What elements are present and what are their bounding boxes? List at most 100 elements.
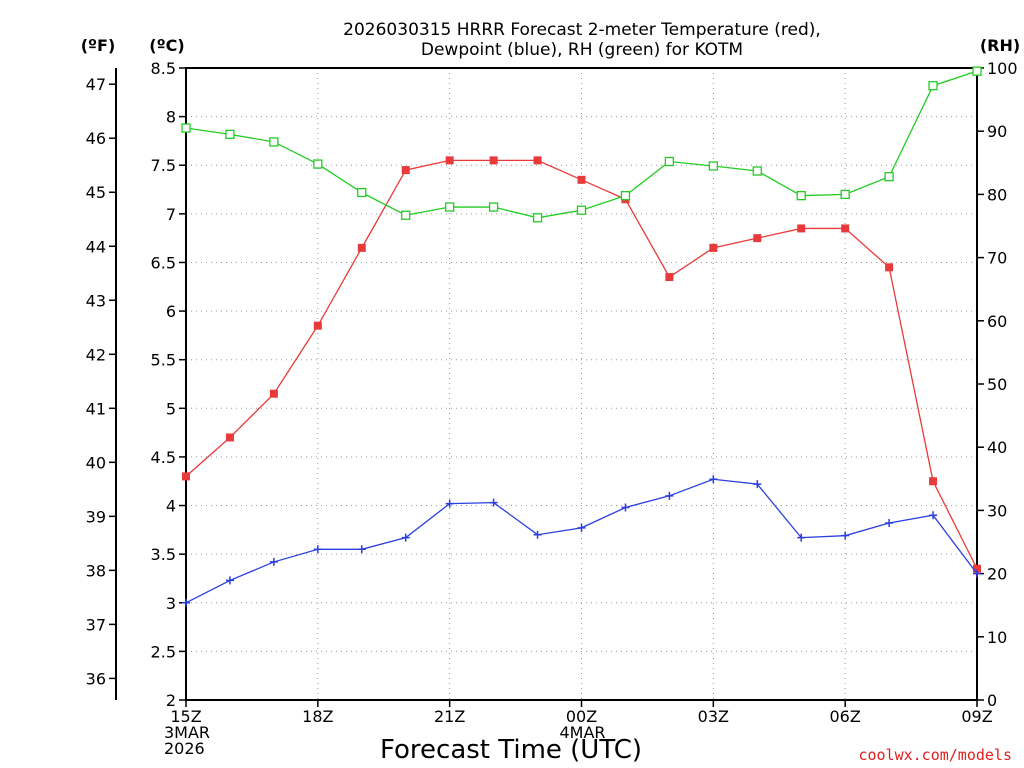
rh-tick-label: 90 [987, 122, 1007, 141]
fahrenheit-tick-label: 45 [86, 183, 106, 202]
series-layer [181, 66, 982, 607]
rh-point [840, 189, 850, 200]
celsius-tick-label: 3 [166, 594, 176, 613]
x-tick-label: 00Z [566, 707, 597, 726]
rh-point [796, 191, 806, 201]
x-tick-label: 03Z [698, 707, 729, 726]
dewpoint-series-line [185, 478, 978, 604]
temperature-series-line [185, 159, 978, 570]
fahrenheit-tick-label: 40 [86, 453, 106, 472]
temperature-point [357, 243, 366, 252]
rh-point [445, 202, 455, 212]
rh-point [752, 166, 762, 176]
celsius-tick-label: 6.5 [151, 253, 176, 272]
rh-point [884, 172, 894, 182]
temperature-point [313, 321, 322, 330]
axes: 2 2.5 3 3.5 4 4.5 5 5.5 6 6.5 7 7.5 8 8.5 36 37 38 39 40 41… [86, 59, 1018, 758]
rh-tick-label: 100 [987, 59, 1018, 78]
celsius-tick-label: 7.5 [151, 156, 176, 175]
fahrenheit-tick-label: 47 [86, 75, 106, 94]
temperature-point [577, 175, 586, 184]
rh-point [225, 129, 235, 140]
dewpoint-point [533, 530, 542, 539]
x-tick-label: 06Z [830, 707, 861, 726]
temperature-point [841, 224, 850, 233]
fahrenheit-tick-label: 37 [86, 615, 106, 634]
fahrenheit-tick-label: 39 [86, 507, 106, 526]
x-tick-date-label: 3MAR [164, 723, 210, 742]
dewpoint-point [973, 569, 981, 578]
x-tick-label: 15Z [170, 707, 201, 726]
dewpoint-point [182, 598, 190, 607]
x-tick-label: 09Z [961, 707, 992, 726]
grid-lines [186, 68, 977, 700]
temperature-point [973, 564, 981, 573]
credit-text: coolwx.com/models [858, 746, 1012, 764]
dewpoint-point [621, 503, 630, 512]
celsius-tick-label: 4.5 [151, 448, 176, 467]
temperature-point [489, 156, 498, 165]
dewpoint-point [885, 519, 894, 528]
rh-tick-label: 30 [987, 501, 1007, 520]
celsius-tick-label: 6 [166, 302, 176, 321]
dewpoint-point [401, 533, 410, 542]
rh-tick-label: 50 [987, 375, 1007, 394]
temperature-point [929, 477, 938, 486]
rh-point [576, 205, 587, 215]
temperature-point [885, 263, 894, 272]
temperature-point [401, 166, 410, 175]
rh-point [181, 123, 191, 133]
dewpoint-point [753, 480, 762, 489]
chart-title-line1: 2026030315 HRRR Forecast 2-meter Tempera… [343, 20, 821, 40]
rh-tick-label: 0 [987, 691, 997, 710]
rh-point [269, 137, 279, 147]
rh-tick-label: 10 [987, 628, 1007, 647]
rh-tick-label: 40 [987, 438, 1007, 457]
celsius-tick-label: 7 [166, 205, 176, 224]
temperature-point [269, 389, 278, 398]
rh-tick-label: 70 [987, 249, 1007, 268]
x-tick-year-label: 2026 [164, 739, 205, 758]
dewpoint-point [225, 576, 234, 585]
fahrenheit-tick-label: 43 [86, 291, 106, 310]
dewpoint-point [841, 531, 850, 540]
fahrenheit-tick-label: 44 [86, 237, 106, 256]
dewpoint-point [357, 545, 366, 554]
celsius-tick-label: 3.5 [151, 545, 176, 564]
celsius-unit-label: (ºC) [149, 36, 184, 55]
temperature-point [225, 433, 234, 442]
rh-point [532, 213, 543, 223]
celsius-tick-label: 2 [166, 691, 176, 710]
dewpoint-point [489, 498, 498, 507]
fahrenheit-tick-label: 36 [86, 669, 106, 688]
dewpoint-point [269, 557, 278, 566]
dewpoint-point [313, 545, 322, 554]
rh-tick-label: 80 [987, 185, 1007, 204]
rh-tick-label: 60 [987, 312, 1007, 331]
fahrenheit-tick-label: 41 [86, 399, 106, 418]
celsius-tick-label: 2.5 [151, 642, 176, 661]
fahrenheit-tick-label: 46 [86, 129, 106, 148]
temperature-point [753, 234, 762, 243]
rh-point [357, 187, 367, 198]
temperature-point [709, 243, 718, 252]
x-tick-label: 18Z [302, 707, 333, 726]
celsius-tick-label: 5 [166, 399, 176, 418]
fahrenheit-unit-label: (ºF) [81, 36, 116, 55]
dewpoint-point [665, 491, 674, 500]
rh-point [708, 161, 718, 171]
fahrenheit-tick-label: 42 [86, 345, 106, 364]
rh-point [313, 159, 323, 169]
temperature-point [665, 273, 674, 282]
temperature-point [533, 156, 542, 165]
x-tick-date-label: 4MAR [560, 723, 606, 742]
x-axis-label: Forecast Time (UTC) [380, 735, 642, 765]
rh-point [488, 202, 499, 212]
x-tick-label: 21Z [434, 707, 465, 726]
temperature-point [182, 472, 190, 481]
temperature-point [445, 156, 454, 165]
rh-point [620, 191, 631, 201]
dewpoint-point [797, 533, 806, 542]
dewpoint-point [577, 523, 586, 532]
